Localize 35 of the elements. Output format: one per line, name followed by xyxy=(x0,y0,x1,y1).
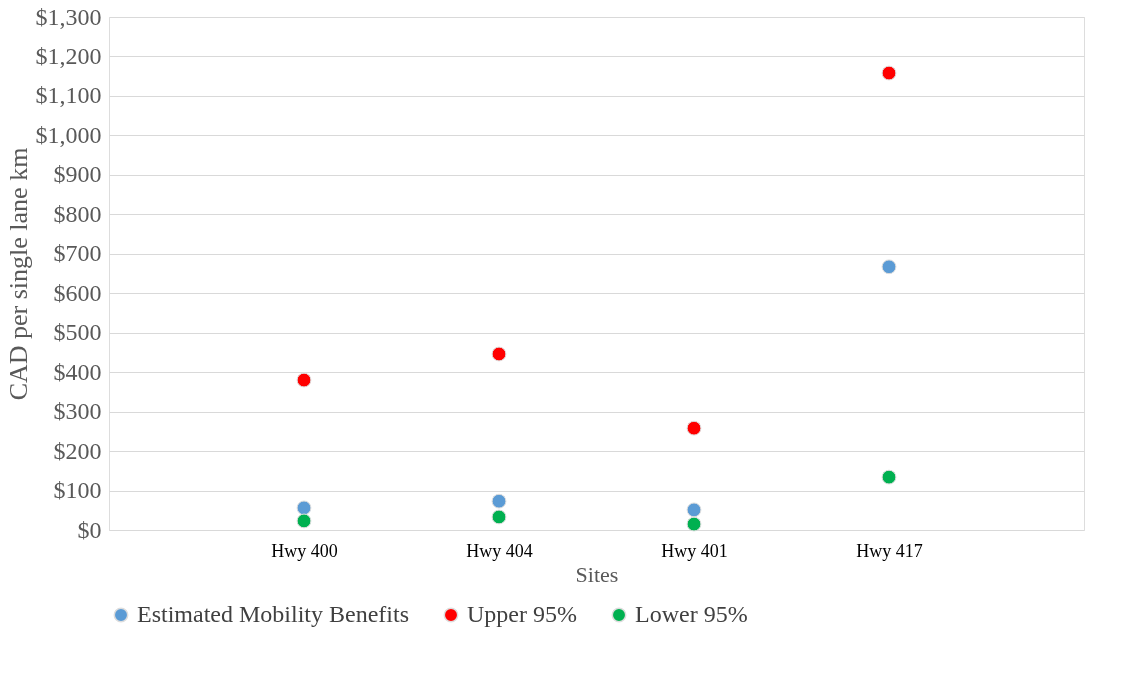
point xyxy=(881,469,897,485)
x-axis-title: Sites xyxy=(575,561,619,587)
point xyxy=(296,513,312,529)
x-tick-label: Hwy 401 xyxy=(661,540,728,561)
y-tick-label: $200 xyxy=(53,437,102,464)
y-tick-label: $900 xyxy=(53,161,102,188)
legend-label: Upper 95% xyxy=(467,601,577,627)
y-tick-label: $600 xyxy=(53,279,102,306)
point xyxy=(881,259,897,275)
x-tick-label: Hwy 404 xyxy=(466,540,533,561)
point xyxy=(491,509,507,525)
y-tick-label: $300 xyxy=(53,398,102,425)
y-tick-label: $1,200 xyxy=(35,42,102,69)
y-tick-label: $1,300 xyxy=(35,3,102,30)
y-tick-label: $0 xyxy=(77,516,102,543)
legend-label: Estimated Mobility Benefits xyxy=(137,601,409,627)
y-tick-label: $100 xyxy=(53,477,102,504)
point xyxy=(491,346,507,362)
y-tick-label: $1,000 xyxy=(35,121,102,148)
y-tick-label: $1,100 xyxy=(35,82,102,109)
point xyxy=(686,516,702,532)
legend-label: Lower 95% xyxy=(635,601,748,627)
point xyxy=(686,420,702,436)
point xyxy=(296,500,312,516)
y-tick-label: $500 xyxy=(53,319,102,346)
y-axis-title: CAD per single lane km xyxy=(3,147,33,401)
y-tick-label: $400 xyxy=(53,358,102,385)
point xyxy=(686,502,702,518)
x-tick-label: Hwy 400 xyxy=(271,540,338,561)
y-tick-label: $800 xyxy=(53,200,102,227)
y-tick-label: $700 xyxy=(53,240,102,267)
point xyxy=(881,65,897,81)
point xyxy=(296,372,312,388)
point xyxy=(491,493,507,509)
x-tick-label: Hwy 417 xyxy=(856,540,923,561)
